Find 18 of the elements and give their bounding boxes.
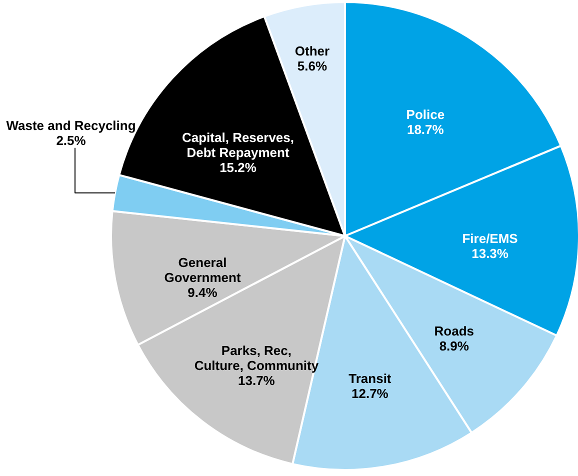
slice-label: Capital, Reserves, Debt Repayment	[182, 130, 294, 160]
data-label: 13.3%	[472, 246, 509, 262]
slice-label: Fire/EMS	[462, 231, 518, 246]
data-label: 9.4%	[188, 285, 218, 300]
data-label: 2.5%	[56, 132, 86, 148]
slice-label: Parks, Rec, Culture, Community	[194, 342, 320, 373]
slice-label: Other	[294, 44, 330, 59]
slice-label: Waste and Recycling	[6, 118, 136, 133]
data-label: 18.7%	[406, 122, 444, 138]
slice-label: General Government	[164, 255, 242, 286]
data-label: 15.2%	[220, 160, 257, 176]
slice-label: Transit	[348, 370, 392, 386]
slice-label: Roads	[434, 324, 474, 339]
data-label: 5.6%	[297, 58, 328, 74]
data-label: 13.7%	[238, 372, 276, 388]
slice-label: Police	[406, 107, 445, 122]
data-label: 12.7%	[352, 386, 389, 401]
data-label: 8.9%	[439, 338, 470, 354]
